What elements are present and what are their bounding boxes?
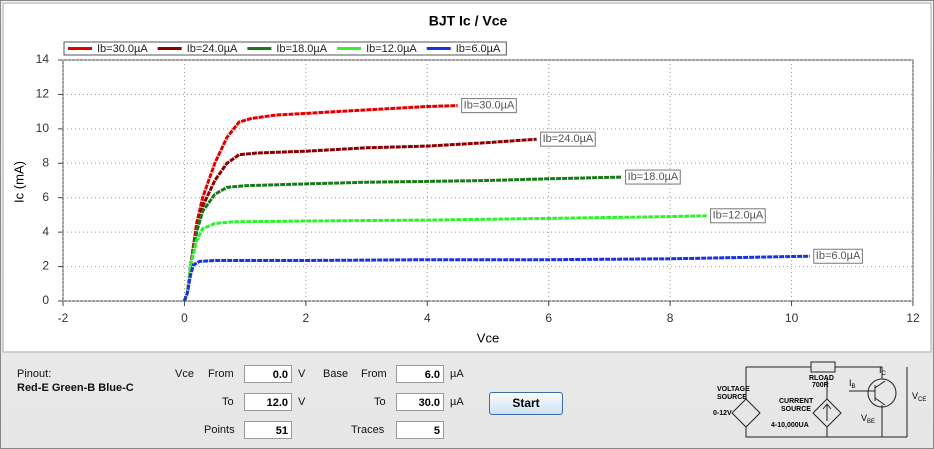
end-label: Ib=6.0µA <box>816 250 861 262</box>
circuit-label: SOURCE <box>781 406 811 413</box>
end-label-box <box>540 131 596 147</box>
circuit-wires <box>731 361 908 438</box>
points-input[interactable]: 51 <box>244 421 292 439</box>
circuit-label: SOURCE <box>717 394 747 401</box>
y-axis-label: Ic (mA) <box>11 161 26 203</box>
circuit-diagram: VOLTAGE SOURCE 0-12V RLOAD 700R CURRENT … <box>713 361 926 438</box>
field-label: From <box>208 368 234 380</box>
field-label: To <box>222 396 234 408</box>
end-label: Ib=18.0µA <box>628 171 679 183</box>
x-tick-label: 0 <box>181 311 188 325</box>
field-label: From <box>361 368 387 380</box>
x-tick-label: 8 <box>667 311 674 325</box>
circuit-label: VCE <box>912 391 926 402</box>
legend <box>63 41 507 56</box>
unit-label: µA <box>450 368 464 380</box>
circuit-label: 4-10,000UA <box>771 422 809 429</box>
legend-label: Ib=18.0µA <box>276 43 327 55</box>
circuit-label: 700R <box>812 382 829 389</box>
end-label: Ib=24.0µA <box>543 133 594 145</box>
pinout-label: Pinout: <box>17 368 52 380</box>
y-tick-label: 12 <box>36 87 50 101</box>
end-label: Ib=12.0µA <box>713 210 764 222</box>
vce-from-input[interactable]: 0.0 <box>244 365 292 383</box>
field-label: Base <box>323 368 349 380</box>
y-tick-label: 10 <box>36 121 50 135</box>
circuit-label: VOLTAGE <box>717 386 750 393</box>
base-from-input[interactable]: 6.0 <box>396 365 444 383</box>
y-tick-label: 8 <box>42 155 49 169</box>
x-tick-label: -2 <box>58 311 69 325</box>
circuit-label: CURRENT <box>779 398 814 405</box>
unit-label: V <box>298 368 306 380</box>
y-tick-label: 6 <box>42 190 49 204</box>
x-axis-label: Vce <box>477 330 499 345</box>
legend-label: Ib=30.0µA <box>97 43 148 55</box>
series-line <box>182 254 810 302</box>
legend-label: Ib=6.0µA <box>456 43 501 55</box>
unit-label: µA <box>450 396 464 408</box>
x-tick-label: 2 <box>303 311 310 325</box>
y-tick-label: 0 <box>42 293 49 307</box>
x-tick-label: 10 <box>785 311 799 325</box>
field-label: Traces <box>351 424 385 436</box>
circuit-label: IB <box>849 378 856 389</box>
field-label: Points <box>204 424 235 436</box>
end-label-box <box>813 248 863 264</box>
end-label-box <box>625 169 681 185</box>
end-label-box <box>461 98 517 114</box>
circuit-label: VBE <box>861 413 875 424</box>
circuit-label: IC <box>879 365 887 376</box>
x-tick-label: 6 <box>545 311 552 325</box>
field-label: Vce <box>175 368 194 380</box>
circuit-label: 0-12V <box>713 410 732 417</box>
field-label: To <box>374 396 386 408</box>
legend-label: Ib=24.0µA <box>187 43 238 55</box>
chart: BJT Ic / Vce Vce Ic (mA) 0 2 4 6 8 10 12 14 -2 0 2… <box>2 2 932 353</box>
x-tick-label: 4 <box>424 311 431 325</box>
circuit-label: RLOAD <box>809 375 834 382</box>
end-label: Ib=30.0µA <box>464 100 515 112</box>
end-label-box <box>710 208 766 224</box>
start-button[interactable]: Start <box>489 392 563 415</box>
unit-label: V <box>298 396 306 408</box>
pinout-value: Red-E Green-B Blue-C <box>17 382 134 394</box>
vce-to-input[interactable]: 12.0 <box>244 393 292 411</box>
legend-label: Ib=12.0µA <box>366 43 417 55</box>
y-tick-label: 4 <box>42 224 49 238</box>
y-tick-label: 14 <box>36 52 50 66</box>
base-to-input[interactable]: 30.0 <box>396 393 444 411</box>
chart-title: BJT Ic / Vce <box>429 13 508 29</box>
series-line <box>182 214 707 302</box>
traces-input[interactable]: 5 <box>396 421 444 439</box>
y-tick-label: 2 <box>42 259 49 273</box>
x-tick-label: 12 <box>906 311 920 325</box>
